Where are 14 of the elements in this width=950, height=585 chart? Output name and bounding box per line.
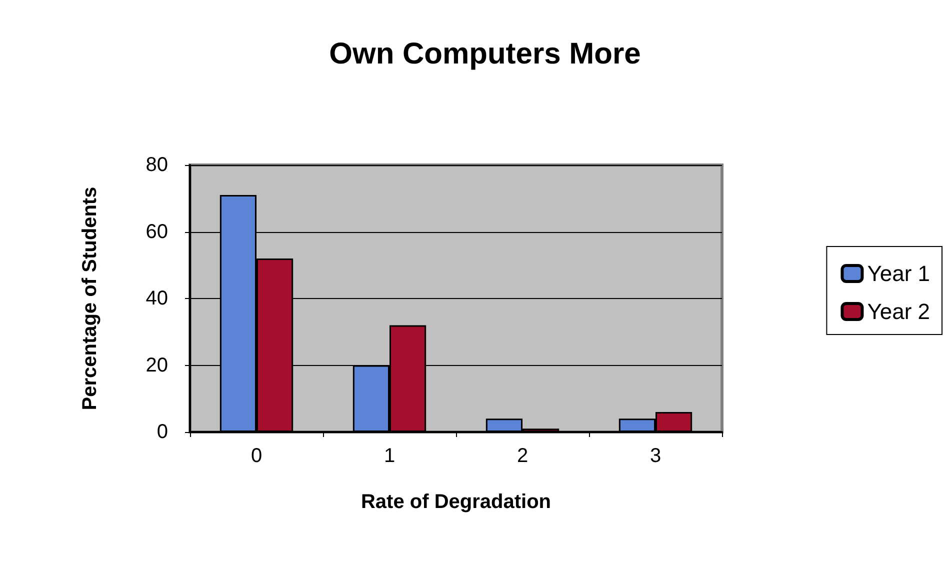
y-tick-label: 40 xyxy=(146,288,168,310)
x-tick-label: 2 xyxy=(516,445,528,467)
y-tick-label: 20 xyxy=(146,354,168,376)
x-tick-label: 0 xyxy=(250,445,262,467)
legend-label: Year 1 xyxy=(867,261,930,286)
y-tick-label: 80 xyxy=(146,154,168,176)
x-tick-label: 3 xyxy=(650,445,662,467)
y-tick-label: 0 xyxy=(156,421,168,443)
y-tick-label: 60 xyxy=(146,220,168,243)
x-tick-label: 1 xyxy=(384,445,396,467)
x-axis-title: Rate of Degradation xyxy=(360,491,552,513)
chart-title: Own Computers More xyxy=(329,38,641,70)
y-axis-title: Percentage of Students xyxy=(79,186,101,410)
legend-label: Year 2 xyxy=(867,299,930,324)
